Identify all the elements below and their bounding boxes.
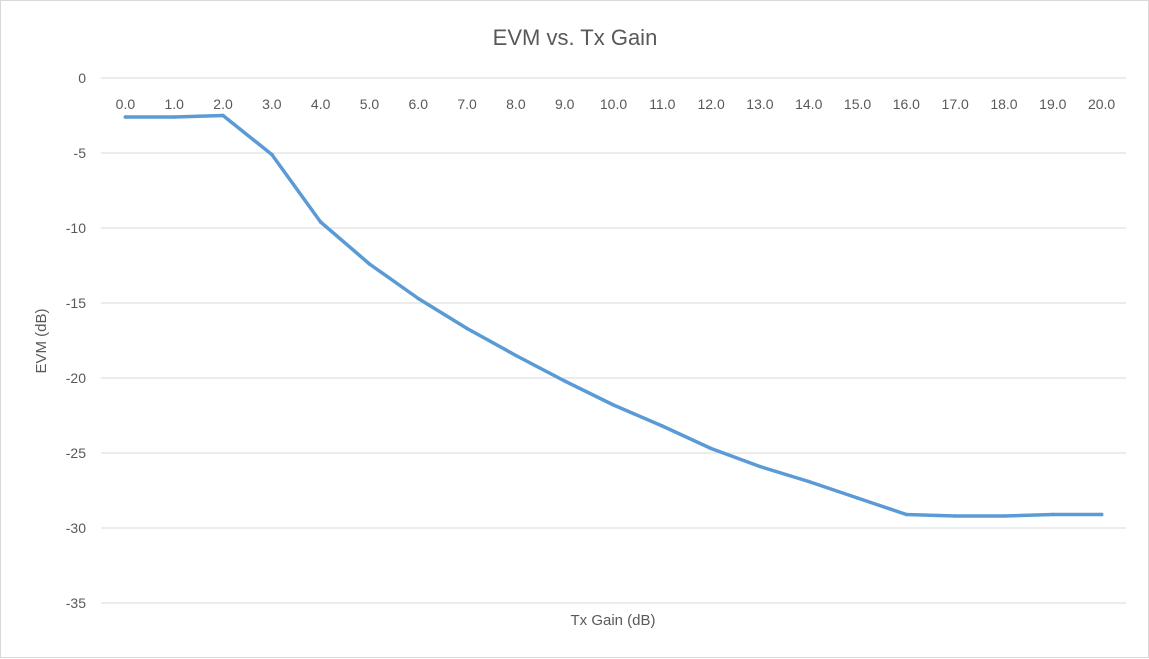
- data-point: [123, 115, 128, 119]
- y-axis-ticks: 0 -5 -10 -15 -20 -25 -30 -35: [66, 70, 86, 611]
- x-tick-label: 13.0: [746, 96, 773, 112]
- data-point: [709, 446, 713, 451]
- y-tick-label: -20: [66, 370, 86, 386]
- y-tick-label: -10: [66, 220, 86, 236]
- data-point: [221, 113, 225, 118]
- data-point: [367, 262, 372, 266]
- data-point: [953, 514, 957, 518]
- gridlines: [101, 77, 1126, 604]
- data-point: [172, 115, 177, 119]
- data-point: [660, 424, 665, 428]
- data-point: [855, 496, 860, 500]
- x-tick-label: 0.0: [116, 96, 136, 112]
- x-tick-label: 7.0: [457, 96, 477, 112]
- x-tick-label: 8.0: [506, 96, 526, 112]
- x-tick-label: 16.0: [893, 96, 920, 112]
- x-tick-label: 17.0: [942, 96, 969, 112]
- y-tick-label: -25: [66, 445, 86, 461]
- x-tick-label: 9.0: [555, 96, 575, 112]
- x-tick-label: 20.0: [1088, 96, 1115, 112]
- data-point: [611, 403, 616, 407]
- data-point: [514, 353, 518, 358]
- x-tick-label: 2.0: [213, 96, 233, 112]
- data-point: [465, 326, 469, 331]
- data-point: [806, 479, 811, 484]
- x-tick-label: 6.0: [409, 96, 429, 112]
- x-tick-label: 11.0: [649, 96, 675, 112]
- data-point: [1002, 514, 1006, 518]
- y-tick-label: -15: [66, 295, 86, 311]
- x-tick-label: 19.0: [1039, 96, 1066, 112]
- data-point: [758, 464, 762, 469]
- x-tick-label: 5.0: [360, 96, 380, 112]
- y-tick-label: -5: [74, 145, 87, 161]
- x-tick-label: 14.0: [795, 96, 822, 112]
- data-point: [270, 152, 274, 157]
- y-tick-label: 0: [78, 70, 86, 86]
- x-tick-label: 18.0: [990, 96, 1017, 112]
- chart-title: EVM vs. Tx Gain: [493, 25, 658, 50]
- series-layer: [123, 113, 1104, 518]
- x-axis-title: Tx Gain (dB): [570, 612, 655, 629]
- x-tick-label: 12.0: [697, 96, 724, 112]
- data-point: [416, 296, 421, 301]
- x-axis-ticks: 0.0 1.0 2.0 3.0 4.0 5.0 6.0 7.0 8.0 9.0 10.0 11.0 12…: [116, 96, 1116, 112]
- data-point: [904, 512, 909, 517]
- y-tick-label: -30: [66, 520, 86, 536]
- data-point: [562, 379, 567, 383]
- data-point: [1050, 512, 1055, 517]
- y-tick-label: -35: [66, 595, 86, 611]
- data-point: [1099, 512, 1104, 517]
- series-line: [123, 113, 1104, 518]
- x-tick-label: 1.0: [164, 96, 184, 112]
- x-tick-label: 15.0: [844, 96, 871, 112]
- x-tick-label: 4.0: [311, 96, 331, 112]
- data-point: [318, 220, 323, 224]
- x-tick-label: 10.0: [600, 96, 627, 112]
- x-tick-label: 3.0: [262, 96, 282, 112]
- y-axis-title: EVM (dB): [33, 308, 50, 373]
